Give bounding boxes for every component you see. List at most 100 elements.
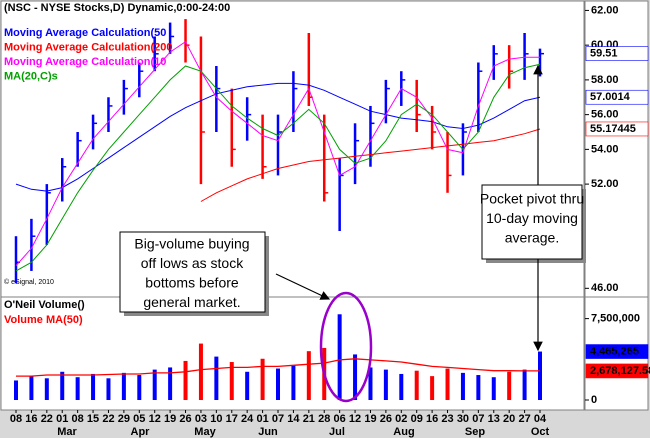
volume-bar xyxy=(414,370,419,400)
volume-bar xyxy=(91,373,96,400)
y-tick-label: 46.00 xyxy=(591,282,619,294)
ma-line xyxy=(15,63,541,272)
month-label: Oct xyxy=(531,426,550,438)
volume-bar xyxy=(44,378,49,400)
volume-bar xyxy=(229,362,234,400)
ma-line xyxy=(15,40,540,267)
x-tick-label: 16 xyxy=(426,413,438,425)
y-tick-label: 52.00 xyxy=(591,178,619,190)
legend-entry: Moving Average Calculation(10 xyxy=(4,56,166,68)
legend-entry: Moving Average Calculation(200 xyxy=(4,41,173,53)
last-volume-label: 4,465,265 xyxy=(590,345,639,357)
copyright: © eSignal, 2010 xyxy=(4,278,54,286)
month-label: Mar xyxy=(57,426,77,438)
annotation-box xyxy=(119,231,266,313)
x-tick-label: 26 xyxy=(380,413,392,425)
volume-bar xyxy=(245,371,250,400)
x-tick-label: 03 xyxy=(195,413,207,425)
volume-bar xyxy=(430,376,435,400)
volume-bar xyxy=(353,354,358,400)
x-tick-label: 15 xyxy=(87,413,99,425)
last-volume-label-box xyxy=(585,344,649,359)
x-tick-label: 21 xyxy=(303,413,315,425)
month-label: Jun xyxy=(258,426,278,438)
last-price-label-box xyxy=(585,46,649,61)
x-tick-label: 08 xyxy=(10,413,22,425)
ma-last-label: 55.17445 xyxy=(590,123,636,135)
y-tick-label: 0 xyxy=(591,394,597,406)
x-tick-label: 04 xyxy=(534,413,547,425)
volume-bar xyxy=(445,368,450,400)
annotation-text: Big-volume buying xyxy=(134,236,249,252)
x-tick-label: 22 xyxy=(102,413,114,425)
volume-bar xyxy=(368,367,373,400)
x-tick-label: 02 xyxy=(395,413,407,425)
x-tick-label: 17 xyxy=(226,413,238,425)
annotation-text: average. xyxy=(505,230,559,246)
annotation-box xyxy=(481,184,583,260)
month-label: Aug xyxy=(393,426,414,438)
x-tick-label: 10 xyxy=(210,413,222,425)
volume-bar xyxy=(106,378,111,400)
x-tick-label: 01 xyxy=(56,413,68,425)
volume-bar xyxy=(152,369,157,400)
volume-bar xyxy=(276,368,280,400)
volume-bar xyxy=(337,314,342,400)
x-tick-label: 20 xyxy=(503,413,515,425)
volume-title: O'Neil Volume() xyxy=(4,299,85,311)
x-tick-label: 07 xyxy=(272,413,284,425)
y-tick-label: 54.00 xyxy=(591,143,619,155)
volume-bar xyxy=(522,369,527,400)
month-label: Sep xyxy=(465,426,485,438)
month-label: May xyxy=(194,426,216,438)
annotations: Big-volume buying off lows as stock bottom… xyxy=(134,191,584,311)
x-tick-label: 29 xyxy=(118,413,130,425)
annotation-text: general market. xyxy=(143,294,240,310)
x-tick-label: 16 xyxy=(25,413,37,425)
annotation-text: off lows as stock xyxy=(141,255,244,271)
x-tick-label: 30 xyxy=(457,413,469,425)
volume-bar xyxy=(306,351,311,400)
x-tick-label: 27 xyxy=(518,413,530,425)
volume-ma-legend: Volume MA(50) xyxy=(4,314,83,326)
x-tick-label: 24 xyxy=(241,413,254,425)
annotation-text: bottoms before xyxy=(145,275,239,291)
x-tick-label: 09 xyxy=(411,413,423,425)
marks: 46.0052.0054.0056.0058.0060.0062.0007,50… xyxy=(4,4,650,438)
x-tick-label: 28 xyxy=(318,413,330,425)
annotation-arrow xyxy=(275,273,331,300)
x-tick-label: 19 xyxy=(364,413,376,425)
volume-bar xyxy=(476,375,481,400)
highlight-ellipse xyxy=(319,291,373,403)
ma-last-label: 57.0014 xyxy=(590,91,631,103)
volume-ma-last-label: 2,678,127.58 xyxy=(590,365,650,377)
volume-bar xyxy=(260,358,265,400)
x-tick-label: 05 xyxy=(133,413,145,425)
x-tick-label: 12 xyxy=(149,413,161,425)
ma-line xyxy=(200,128,541,202)
ma-line xyxy=(15,82,541,192)
x-tick-label: 26 xyxy=(179,413,191,425)
x-tick-label: 08 xyxy=(72,413,84,425)
volume-bar xyxy=(383,369,388,400)
volume-ma-last-label-box xyxy=(585,363,649,379)
volume-bar xyxy=(75,377,80,400)
ma-last-label-box xyxy=(585,121,649,137)
x-tick-label: 07 xyxy=(472,413,484,425)
volume-bar xyxy=(214,356,219,400)
volume-bar xyxy=(29,376,34,400)
annotation-text: Pocket pivot thru xyxy=(480,191,584,207)
x-tick-label: 14 xyxy=(287,413,300,425)
ma-last-label-box xyxy=(585,89,649,105)
x-tick-label: 19 xyxy=(164,413,176,425)
volume-bar xyxy=(538,351,542,400)
x-tick-label: 13 xyxy=(488,413,500,425)
volume-bar xyxy=(460,372,465,400)
legend-entry: Moving Average Calculation(50 xyxy=(4,27,166,39)
volume-bar xyxy=(399,373,404,400)
volume-bar xyxy=(491,377,496,400)
volume-bar xyxy=(168,367,173,400)
y-tick-label: 62.00 xyxy=(591,4,619,16)
volume-bar xyxy=(183,360,188,400)
legend-entry: MA(20,C)s xyxy=(4,70,58,82)
